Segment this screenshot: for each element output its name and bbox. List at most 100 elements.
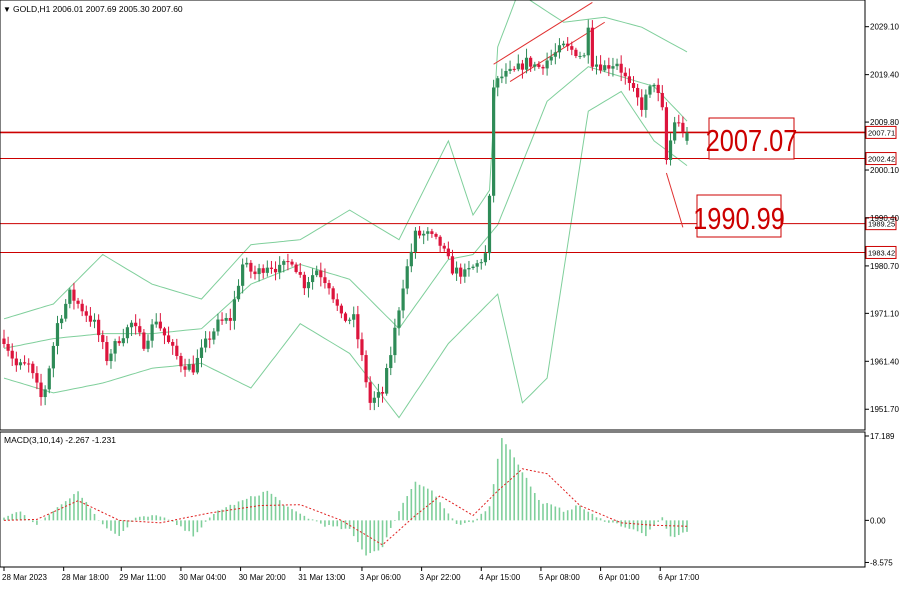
candle — [487, 193, 492, 261]
candle — [2, 329, 6, 348]
candle — [241, 258, 245, 294]
time-tick-label: 31 Mar 13:00 — [298, 573, 346, 582]
symbol-header: GOLD,H1 2006.01 2007.69 2005.30 2007.60 — [13, 4, 183, 14]
time-tick-label: 28 Mar 18:00 — [62, 573, 110, 582]
candle — [644, 89, 648, 118]
candle — [561, 40, 566, 48]
candle — [80, 299, 84, 317]
price-tick-label: 1951.70 — [870, 405, 899, 414]
candle — [652, 83, 656, 93]
candle — [660, 85, 664, 111]
candle — [664, 102, 669, 165]
candle — [265, 260, 269, 277]
candle — [615, 58, 619, 71]
annotation-box-2: 1990.99 — [693, 194, 785, 238]
candle — [533, 61, 537, 71]
candle — [72, 282, 76, 310]
candle — [442, 242, 446, 252]
bollinger-lower-line — [3, 90, 688, 419]
candle — [84, 305, 88, 323]
candle — [88, 307, 93, 327]
candle — [306, 276, 311, 298]
candle — [298, 263, 302, 278]
candle — [401, 279, 405, 319]
candle — [520, 59, 525, 79]
candle — [253, 265, 257, 280]
level-price-tag — [865, 152, 897, 166]
level-price-label: 2002.42 — [868, 155, 895, 164]
candle — [14, 351, 18, 372]
candle — [146, 334, 150, 353]
candle — [183, 358, 187, 377]
candle — [529, 56, 533, 72]
candle — [18, 358, 23, 370]
candle — [640, 89, 644, 117]
candle — [504, 63, 508, 84]
time-tick-label: 3 Apr 06:00 — [360, 573, 401, 582]
time-tick-label: 5 Apr 08:00 — [539, 573, 580, 582]
candle — [380, 386, 385, 403]
level-price-label: 1989.25 — [868, 220, 895, 229]
level-price-tag — [865, 245, 897, 259]
candle — [648, 84, 652, 98]
trendline — [665, 172, 684, 228]
candle — [623, 67, 627, 85]
candle — [92, 313, 97, 329]
candle — [619, 55, 623, 82]
candle — [323, 268, 327, 289]
candle — [586, 19, 590, 64]
time-tick-label: 4 Apr 15:00 — [479, 573, 520, 582]
candle — [187, 358, 191, 372]
candle — [492, 79, 496, 203]
candle — [162, 326, 167, 345]
price-tick-label: 2019.40 — [870, 71, 899, 80]
candle — [249, 260, 253, 279]
time-tick-label: 6 Apr 01:00 — [599, 573, 640, 582]
bollinger-upper-line — [3, 0, 688, 320]
candle — [179, 352, 183, 373]
candle — [631, 76, 636, 92]
candle — [331, 286, 335, 303]
symbol-menu-icon[interactable]: ▼ — [3, 5, 11, 14]
macd-header: MACD(3,10,14) -2.267 -1.231 — [4, 435, 116, 445]
candle — [512, 66, 516, 72]
candle — [129, 320, 134, 337]
price-tick-label: 1971.10 — [870, 309, 899, 318]
macd-signal-line — [3, 468, 688, 546]
candle — [339, 303, 343, 319]
candle — [286, 253, 290, 271]
price-tick-label: 1961.40 — [870, 357, 899, 366]
candle — [594, 55, 599, 75]
candle — [220, 312, 224, 325]
candle — [475, 259, 479, 273]
candle — [51, 342, 55, 378]
candle — [467, 260, 471, 277]
candle — [204, 331, 208, 353]
candle — [603, 60, 607, 73]
candle — [121, 328, 125, 347]
candle — [516, 54, 520, 72]
candle — [471, 264, 475, 270]
candle — [327, 279, 331, 295]
annotation-box-1: 2007.07 — [706, 117, 797, 160]
candle — [294, 262, 298, 274]
candle — [282, 259, 286, 273]
candle — [496, 75, 500, 97]
candle — [343, 311, 348, 323]
level-price-label: 2007.71 — [868, 128, 895, 137]
level-price-tag — [865, 217, 897, 231]
candle — [541, 64, 545, 75]
time-tick-label: 30 Mar 20:00 — [239, 573, 287, 582]
candle — [426, 227, 430, 241]
candle — [405, 259, 409, 295]
candle — [195, 349, 199, 375]
candle — [335, 293, 339, 311]
candle — [68, 287, 72, 309]
candle — [97, 314, 101, 343]
candle — [171, 339, 175, 355]
candle — [105, 335, 109, 366]
candle — [166, 326, 171, 344]
trendline — [493, 2, 593, 65]
time-tick-label: 3 Apr 22:00 — [420, 573, 461, 582]
